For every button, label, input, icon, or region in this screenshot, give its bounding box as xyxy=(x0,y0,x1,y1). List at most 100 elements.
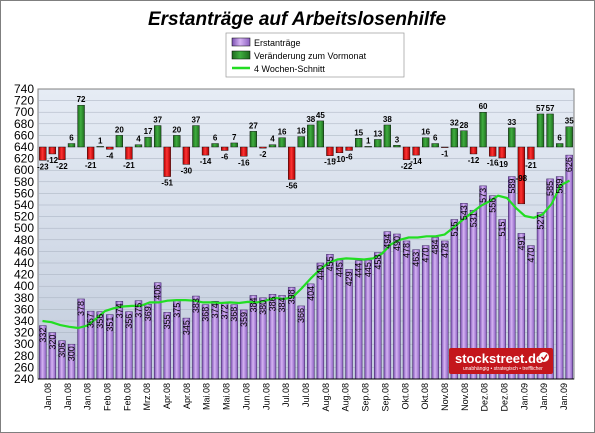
erstantraege-bar xyxy=(441,240,449,380)
stockstreet-logo: stockstreet.de unabhängig • strategisch … xyxy=(449,348,553,374)
change-value-label: -1 xyxy=(441,150,449,159)
change-value-label: -16 xyxy=(238,158,250,167)
x-tick-label: Dez.08 xyxy=(480,383,490,412)
x-tick-label: Sep.08 xyxy=(361,383,371,412)
change-value-label: -21 xyxy=(123,161,135,170)
y-tick-label: 580 xyxy=(14,175,34,189)
y-tick-label: 400 xyxy=(14,279,34,293)
erstantraege-value-label: 455 xyxy=(325,256,335,271)
erstantraege-value-label: 515 xyxy=(497,222,507,237)
y-tick-label: 280 xyxy=(14,349,34,363)
change-bar-negative xyxy=(335,146,344,153)
erstantraege-bar xyxy=(383,231,392,380)
erstantraege-bar xyxy=(412,249,420,380)
erstantraege-value-label: 398 xyxy=(287,289,297,304)
change-bar-negative xyxy=(441,146,449,148)
y-tick-label: 560 xyxy=(14,186,34,200)
change-value-label: 1 xyxy=(98,136,103,145)
four-week-average-polyline xyxy=(42,179,571,330)
change-value-label: 35 xyxy=(565,117,574,126)
x-tick-label: Okt.08 xyxy=(400,383,410,410)
change-bar-positive xyxy=(96,146,104,148)
erstantraege-value-label: 351 xyxy=(105,317,115,332)
change-bar-positive xyxy=(307,124,315,148)
erstantraege-value-label: 355 xyxy=(162,314,172,329)
change-value-label: 72 xyxy=(77,95,86,104)
change-bar-positive xyxy=(67,143,76,148)
change-bar-positive xyxy=(565,126,573,148)
erstantraege-value-label: 491 xyxy=(516,235,526,250)
change-value-label: 20 xyxy=(115,125,124,134)
change-bar-negative xyxy=(125,146,133,160)
change-bar-positive xyxy=(153,125,162,148)
erstantraege-value-label: 378 xyxy=(76,301,86,316)
change-value-label: 45 xyxy=(316,111,325,120)
x-tick-label: Jul.08 xyxy=(301,383,311,407)
erstantraege-value-label: 445 xyxy=(363,262,373,277)
erstantraege-value-label: 386 xyxy=(268,296,278,311)
y-axis: 2402602803003203403603804004204404604805… xyxy=(14,82,34,386)
change-bar-positive xyxy=(77,105,85,148)
erstantraege-value-label: 589 xyxy=(555,179,565,194)
x-tick-label: Apr.08 xyxy=(182,383,192,409)
change-value-label: 6 xyxy=(69,134,74,143)
y-tick-label: 520 xyxy=(14,210,34,224)
legend: Erstanträge Veränderung zum Vormonat 4 W… xyxy=(225,32,405,78)
y-tick-label: 640 xyxy=(14,140,34,154)
erstantraege-value-label: 445 xyxy=(335,262,345,277)
x-tick-label: Okt.08 xyxy=(420,383,430,410)
erstantraege-bar xyxy=(421,245,430,380)
erstantraege-value-label: 375 xyxy=(172,303,182,318)
change-bar-negative xyxy=(163,146,171,177)
change-bar-negative xyxy=(326,146,334,156)
erstantraege-value-label: 440 xyxy=(315,265,325,280)
erstantraege-value-label: 478 xyxy=(440,243,450,258)
change-value-label: -2 xyxy=(259,150,267,159)
x-tick-label: Jan.09 xyxy=(539,383,549,410)
erstantraege-bar xyxy=(565,154,573,380)
change-value-label: 6 xyxy=(557,134,562,143)
y-tick-label: 240 xyxy=(14,372,34,386)
x-tick-label: Jan.08 xyxy=(43,383,53,410)
change-bar-negative xyxy=(201,146,210,156)
y-tick-label: 360 xyxy=(14,302,34,316)
erstantraege-value-label: 527 xyxy=(536,215,546,230)
erstantraege-value-label: 573 xyxy=(478,188,488,203)
change-bar-positive xyxy=(421,137,430,148)
change-bar-negative xyxy=(412,146,420,156)
erstantraege-value-label: 345 xyxy=(181,320,191,335)
y-tick-label: 300 xyxy=(14,337,34,351)
change-value-label: 28 xyxy=(459,121,468,130)
erstantraege-value-label: 589 xyxy=(507,179,517,194)
x-tick-label: Jan.09 xyxy=(519,383,529,410)
legend-box xyxy=(225,32,405,78)
change-value-label: 6 xyxy=(433,134,438,143)
change-value-label: 1 xyxy=(366,136,371,145)
change-value-label: 13 xyxy=(373,129,382,138)
change-bar-negative xyxy=(58,146,66,160)
change-bar-positive xyxy=(115,135,124,148)
change-bar-negative xyxy=(469,146,478,155)
logo-background xyxy=(449,348,553,374)
change-value-label: 3 xyxy=(395,135,400,144)
x-tick-label: Mai.08 xyxy=(202,383,212,410)
erstantraege-value-label: 300 xyxy=(67,346,77,361)
change-bar-negative xyxy=(220,146,229,151)
erstantraege-value-label: 357 xyxy=(86,313,96,328)
erstantraege-value-label: 406 xyxy=(153,285,163,300)
change-value-label: 6 xyxy=(213,134,218,143)
change-bar-negative xyxy=(86,146,95,160)
erstantraege-value-label: 585 xyxy=(545,181,555,196)
y-tick-label: 700 xyxy=(14,105,34,119)
change-bars xyxy=(39,105,573,205)
change-value-label: 17 xyxy=(144,127,153,136)
change-value-label: -56 xyxy=(286,181,298,190)
change-bar-positive xyxy=(555,143,564,148)
x-tick-label: Apr.08 xyxy=(162,383,172,409)
change-bar-positive xyxy=(144,136,152,148)
x-tick-label: Jun.08 xyxy=(261,383,271,410)
change-value-label: 16 xyxy=(278,128,287,137)
change-value-label: 18 xyxy=(297,127,306,136)
change-bar-positive xyxy=(431,143,439,148)
